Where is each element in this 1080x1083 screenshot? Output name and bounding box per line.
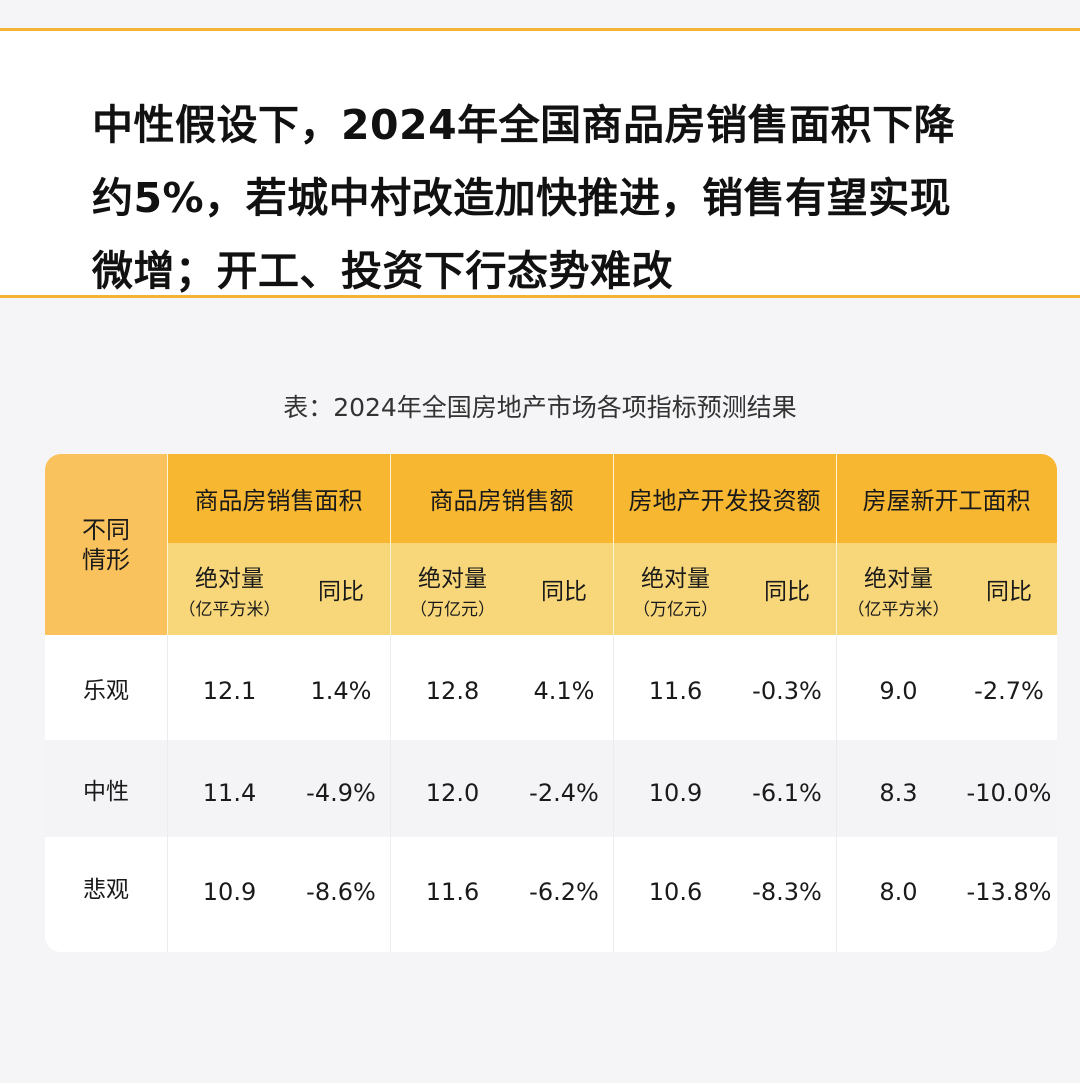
yoy-header: 同比 [986, 579, 1032, 605]
table-cell: -10.0% [966, 778, 1052, 807]
column-divider [613, 635, 614, 952]
abs-label: 绝对量 [195, 565, 264, 592]
table-cell: 11.4 [202, 778, 257, 807]
table-row-pessimistic: 悲观 10.9 -8.6% 11.6 -6.2% 10.6 -8.3% 8.0 … [45, 837, 1057, 952]
abs-header: 绝对量 （万亿元） [390, 543, 515, 635]
column-divider [390, 635, 391, 952]
table-cell: -8.6% [306, 878, 376, 906]
table-cell: -6.1% [752, 778, 822, 807]
table-cell: 8.0 [879, 878, 918, 906]
abs-label: 绝对量 [641, 565, 710, 592]
yoy-header: 同比 [764, 579, 810, 605]
column-divider [836, 635, 837, 952]
subheader-group-3 [613, 543, 836, 635]
abs-unit: （亿平方米） [847, 599, 950, 620]
yoy-header: 同比 [318, 579, 364, 605]
table-cell: 12.1 [202, 677, 257, 705]
table-cell: -2.4% [529, 778, 599, 807]
abs-header: 绝对量 （万亿元） [613, 543, 738, 635]
table-row-neutral: 中性 11.4 -4.9% 12.0 -2.4% 10.9 -6.1% 8.3 … [45, 740, 1057, 837]
abs-header: 绝对量 （亿平方米） [167, 543, 292, 635]
subheader-group-4 [836, 543, 1057, 635]
corner-label: 不同情形 [82, 515, 130, 574]
group-header-sales-area: 商品房销售面积 [167, 454, 390, 543]
headline-line: 中性假设下，2024年全国商品房销售面积下降 [92, 101, 956, 149]
abs-unit: （亿平方米） [178, 599, 281, 620]
row-label: 乐观 [83, 677, 129, 704]
table-cell: 12.8 [425, 677, 480, 705]
headline-box: 中性假设下，2024年全国商品房销售面积下降 约5%，若城中村改造加快推进，销售… [0, 28, 1080, 298]
table-cell: 11.6 [648, 677, 703, 705]
table-caption: 表：2024年全国房地产市场各项指标预测结果 [283, 393, 797, 422]
table-cell: -2.7% [974, 677, 1044, 705]
table-cell: 12.0 [425, 778, 480, 807]
table-cell: 10.9 [648, 778, 703, 807]
abs-label: 绝对量 [418, 565, 487, 592]
group-header-new-starts: 房屋新开工面积 [836, 454, 1057, 543]
headline-line: 约5%，若城中村改造加快推进，销售有望实现 [92, 174, 952, 222]
table-cell: 10.9 [202, 878, 257, 906]
corner-header: 不同情形 [45, 454, 167, 635]
header-divider [613, 454, 614, 635]
forecast-table: 不同情形 商品房销售面积 商品房销售额 房地产开发投资额 房屋新开工面积 绝对量… [45, 454, 1057, 952]
table-cell: 1.4% [310, 677, 372, 705]
table-cell: 9.0 [879, 677, 918, 705]
table-row-optimistic: 乐观 12.1 1.4% 12.8 4.1% 11.6 -0.3% 9.0 -2… [45, 635, 1057, 740]
table-cell: 10.6 [648, 878, 703, 906]
table-cell: -8.3% [752, 878, 822, 906]
headline: 中性假设下，2024年全国商品房销售面积下降 约5%，若城中村改造加快推进，销售… [92, 89, 1022, 308]
group-header-investment: 房地产开发投资额 [613, 454, 836, 543]
abs-label: 绝对量 [864, 565, 933, 592]
header-divider [167, 454, 168, 635]
group-header-sales-amount: 商品房销售额 [390, 454, 613, 543]
abs-unit: （万亿元） [410, 599, 495, 620]
row-label: 中性 [83, 778, 129, 805]
headline-line: 微增；开工、投资下行态势难改 [92, 247, 673, 295]
table-cell: 11.6 [425, 878, 480, 906]
abs-unit: （万亿元） [633, 599, 718, 620]
header-divider [390, 454, 391, 635]
table-cell: -0.3% [752, 677, 822, 705]
subheader-group-2 [390, 543, 613, 635]
yoy-header: 同比 [541, 579, 587, 605]
row-label: 悲观 [83, 877, 129, 903]
table-cell: 8.3 [879, 778, 918, 807]
abs-header: 绝对量 （亿平方米） [836, 543, 961, 635]
table-cell: -4.9% [306, 778, 376, 807]
table-cell: 4.1% [533, 677, 595, 705]
subheader-group-1 [167, 543, 390, 635]
table-cell: -6.2% [529, 878, 599, 906]
table-cell: -13.8% [966, 878, 1052, 906]
column-divider [167, 635, 168, 952]
header-divider [836, 454, 837, 635]
